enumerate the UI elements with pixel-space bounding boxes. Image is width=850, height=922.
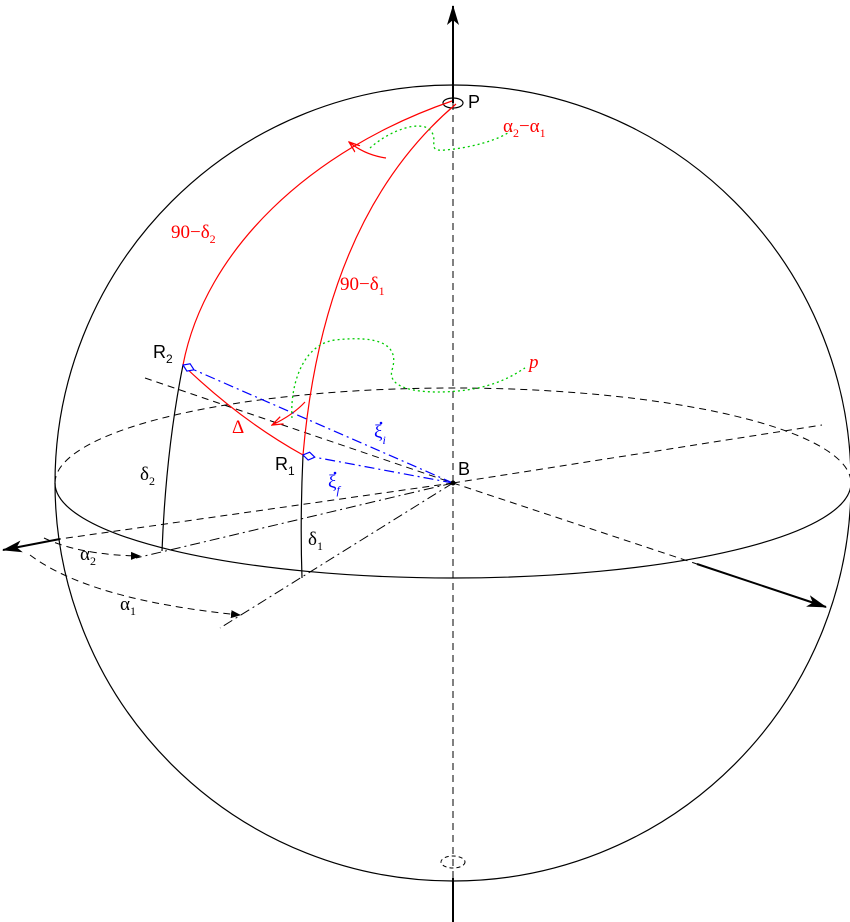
separation-label: Δ [232,417,244,438]
delta2-label: δ2 [140,464,155,488]
ra-difference-label: α2−α1 [503,116,546,140]
center-point [450,480,456,486]
delta1-meridian [300,454,304,579]
xi-f-dot [333,471,337,475]
position-angle-arc [272,401,306,425]
colatitude-arc-2 [182,100,453,366]
ra-difference-angle-arc [349,142,387,159]
delta1-label: δ1 [308,529,323,553]
p-label: p [527,352,539,373]
plane-reference-line [144,377,454,484]
equator-back-dashed [54,387,850,484]
alpha2-arc [43,537,141,560]
y-axis-dashed [452,482,701,566]
ra1-projection-line [219,482,454,629]
ra2-projection-line [135,482,454,559]
xi-f-vector [303,455,454,484]
equatorial-diagonal-back [452,424,823,484]
y-axis-arrow [696,563,827,608]
r2-label: R2 [153,342,173,366]
xi-i-label: ξi [374,422,386,447]
xi-f-label: ξf [328,472,341,497]
alpha1-arc [29,554,241,619]
xi-i-dot [379,421,383,425]
r1-label: R1 [275,454,295,478]
ra-difference-leader [369,125,513,151]
pole-label: P [468,92,480,112]
separation-arc [182,364,304,456]
colatitude-2-label: 90−δ2 [171,222,216,246]
center-label: B [458,459,470,479]
p-leader [291,338,526,419]
colatitude-1-label: 90−δ1 [340,274,385,298]
xi-i-vector [183,365,454,484]
alpha2-label: α2 [80,544,96,568]
delta2-meridian [161,364,184,552]
north-pole-marker [442,97,464,109]
x-axis-arrow [2,538,61,553]
x-axis-dashed [59,482,454,540]
south-pole-marker [440,855,466,869]
alpha1-label: α1 [120,594,136,618]
